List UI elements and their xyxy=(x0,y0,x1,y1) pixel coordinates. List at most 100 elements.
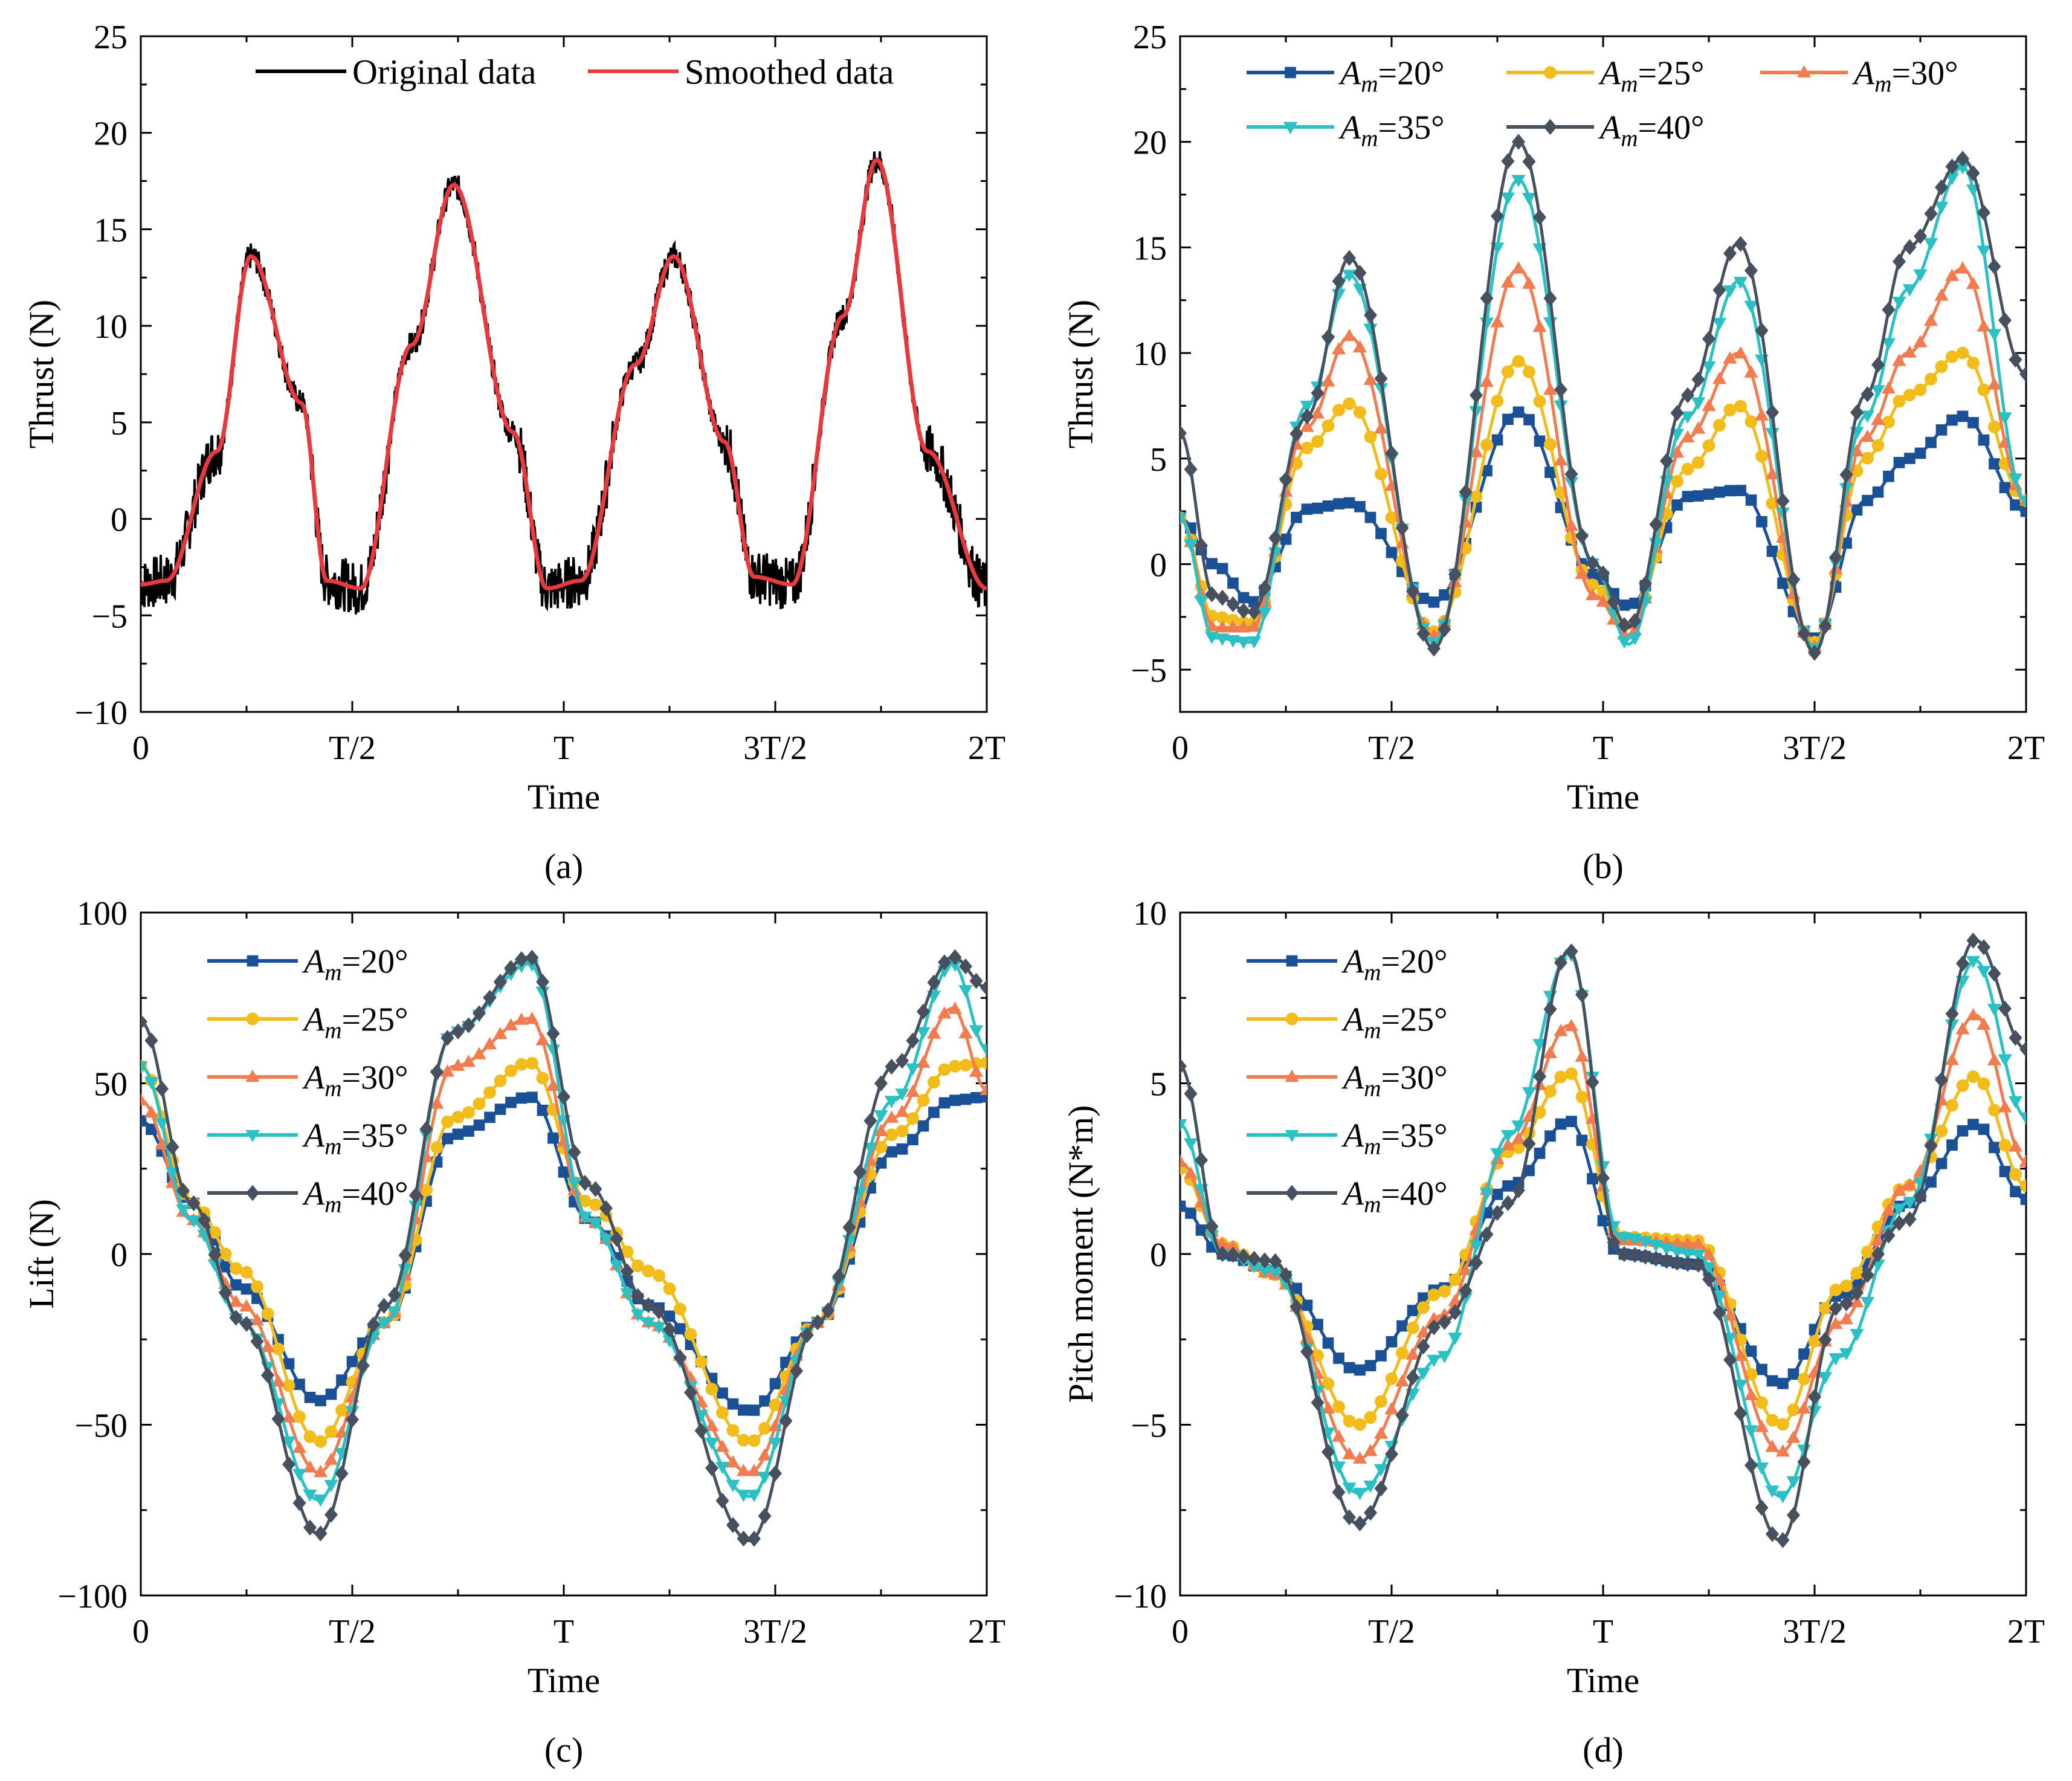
data-point xyxy=(1564,466,1578,482)
data-point xyxy=(1300,1343,1314,1360)
data-point xyxy=(1333,1353,1344,1364)
data-point xyxy=(1575,1049,1589,1062)
data-point xyxy=(1322,419,1335,433)
data-point xyxy=(1491,1188,1503,1200)
data-point xyxy=(1416,1368,1431,1380)
data-point xyxy=(388,1287,401,1303)
data-point xyxy=(1406,583,1419,600)
data-point xyxy=(875,1157,887,1169)
data-point xyxy=(367,1316,380,1333)
data-point xyxy=(408,1200,423,1213)
data-point xyxy=(198,1212,211,1229)
data-point xyxy=(1871,1233,1885,1246)
data-point xyxy=(947,959,963,972)
legend-marker xyxy=(1285,66,1296,79)
data-point xyxy=(1618,599,1630,611)
data-point xyxy=(515,1058,528,1071)
data-point xyxy=(282,1436,296,1449)
data-point xyxy=(642,1297,655,1313)
data-point xyxy=(1289,425,1303,442)
data-point xyxy=(1629,597,1641,609)
data-point xyxy=(441,1115,454,1128)
data-point xyxy=(1902,1178,1917,1191)
data-point xyxy=(1945,1053,1960,1065)
data-point xyxy=(1934,201,1949,215)
data-point xyxy=(1955,261,1970,274)
data-point xyxy=(2020,505,2026,517)
data-point xyxy=(1280,533,1292,545)
data-point xyxy=(1363,372,1378,386)
data-point xyxy=(980,1056,987,1070)
data-point xyxy=(440,1064,455,1077)
data-point xyxy=(981,1091,987,1103)
data-point xyxy=(1914,228,1927,245)
series-line xyxy=(141,962,987,1502)
legend-label: Am=20° xyxy=(1341,943,1448,986)
data-point xyxy=(451,1110,465,1123)
data-point xyxy=(960,1093,972,1105)
data-point xyxy=(525,949,539,966)
data-point xyxy=(1385,1372,1398,1385)
data-point xyxy=(1396,1346,1409,1360)
data-point xyxy=(1987,1053,2002,1065)
data-point xyxy=(1871,385,1885,398)
data-point xyxy=(1501,1195,1515,1211)
series-line xyxy=(141,151,987,615)
data-point xyxy=(1956,346,1969,360)
data-point xyxy=(1955,162,1970,175)
data-point xyxy=(1787,1368,1799,1380)
data-point xyxy=(1373,383,1389,396)
data-point xyxy=(1775,1444,1790,1457)
data-point xyxy=(811,1314,824,1331)
x-tick-label: 3T/2 xyxy=(743,729,807,767)
data-point xyxy=(1892,354,1906,366)
data-point xyxy=(1312,502,1323,514)
data-point xyxy=(1522,276,1537,289)
data-point xyxy=(1967,417,1979,428)
y-tick-label: −5 xyxy=(91,598,127,635)
x-tick-label: 2T xyxy=(2007,729,2045,767)
data-point xyxy=(779,1412,793,1429)
data-point xyxy=(736,1490,751,1502)
data-point xyxy=(1406,1347,1420,1360)
data-point xyxy=(1723,245,1737,262)
data-point xyxy=(1977,245,1991,258)
legend-label: Am=20° xyxy=(302,943,408,986)
legend-label: Am=30° xyxy=(302,1059,408,1102)
data-point xyxy=(1935,360,1948,373)
data-point xyxy=(1987,377,2002,390)
data-point xyxy=(737,1530,750,1547)
y-tick-label: 25 xyxy=(94,19,127,56)
data-point xyxy=(141,1013,147,1030)
data-point xyxy=(705,1383,718,1396)
data-point xyxy=(1448,1333,1462,1345)
data-point xyxy=(1237,603,1250,619)
data-point xyxy=(1777,1418,1789,1431)
data-point xyxy=(261,1367,274,1383)
data-point xyxy=(1407,1305,1419,1316)
data-point xyxy=(1470,1254,1483,1271)
data-point xyxy=(1500,1130,1515,1143)
legend-label: Am=30° xyxy=(1341,1059,1448,1102)
data-point xyxy=(970,1092,982,1104)
data-point xyxy=(937,1006,952,1019)
data-point xyxy=(1903,1211,1917,1227)
data-point xyxy=(1945,268,1960,281)
data-point xyxy=(589,1198,602,1211)
data-point xyxy=(146,1123,157,1136)
data-point xyxy=(1363,1443,1378,1456)
data-point xyxy=(578,1211,592,1224)
data-point xyxy=(1723,1351,1737,1368)
data-point xyxy=(1195,1224,1207,1236)
data-point xyxy=(885,1058,899,1075)
data-point xyxy=(694,1423,708,1439)
data-point xyxy=(228,1295,244,1307)
data-point xyxy=(928,1107,940,1118)
data-point xyxy=(398,1247,412,1264)
x-tick-label: 3T/2 xyxy=(743,1613,807,1650)
data-point xyxy=(1534,1147,1546,1159)
x-tick-label: T/2 xyxy=(329,729,376,767)
data-point xyxy=(1850,1329,1864,1342)
data-point xyxy=(1617,1232,1631,1245)
data-point xyxy=(1522,1087,1537,1100)
